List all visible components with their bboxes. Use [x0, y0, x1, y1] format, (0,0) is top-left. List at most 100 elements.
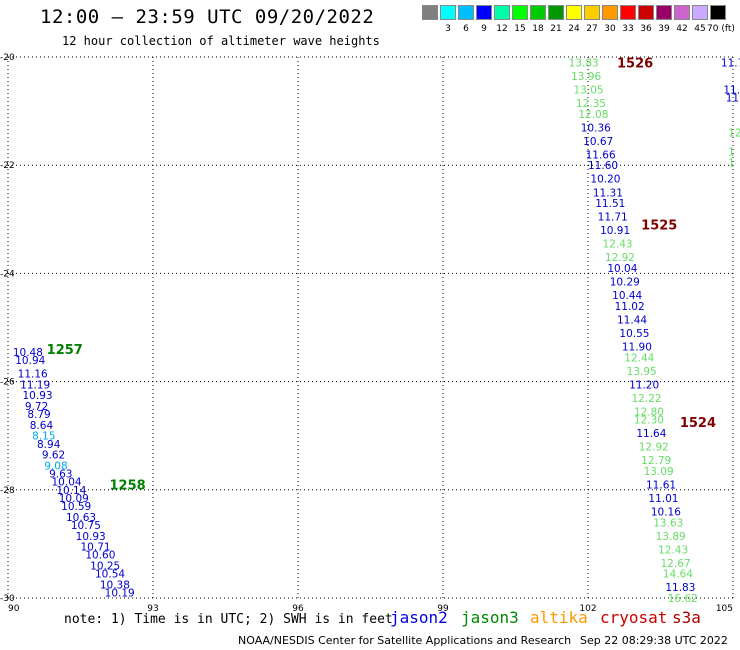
wave-height-label: 13.09	[644, 466, 674, 478]
wave-height-label: 12.44	[624, 352, 654, 364]
scale-label: 70 (ft)	[707, 24, 735, 34]
legend-s3a: s3a	[672, 608, 701, 627]
wave-height-label: 9.62	[42, 450, 65, 462]
wave-height-label: 10.04	[52, 477, 82, 489]
scale-swatch	[512, 5, 528, 20]
wave-height-label: 10.71	[81, 542, 111, 554]
wave-height-label: 12.30	[634, 414, 664, 426]
pass-number-label: 1257	[47, 343, 83, 358]
wave-height-label: 11.90	[622, 341, 652, 353]
wave-height-label: 12.08	[578, 109, 608, 121]
scale-swatch	[638, 5, 654, 20]
scale-swatch	[494, 5, 510, 20]
wave-height-label: 9.08	[44, 460, 67, 472]
wave-height-label: 1	[728, 157, 735, 169]
wave-height-label: 8.64	[30, 420, 54, 432]
wave-height-label: 12.92	[639, 442, 669, 454]
wave-height-label: 11.31	[593, 187, 623, 199]
wave-height-label: 11.02	[615, 301, 645, 313]
scale-label: 30	[604, 24, 616, 34]
wave-height-label: 10.59	[61, 501, 91, 513]
wave-height-label: 10.19	[105, 588, 135, 600]
wave-height-label: 13.89	[656, 531, 686, 543]
lon-tick-label: 99	[437, 604, 449, 614]
scale-swatch	[656, 5, 672, 20]
lon-tick-label: 93	[147, 604, 158, 614]
wave-height-label: 10.91	[600, 225, 630, 237]
scale-label: 18	[532, 24, 544, 34]
wave-height-label: 11.61	[646, 479, 676, 491]
wave-height-label: 10.20	[590, 174, 620, 186]
scale-swatch	[692, 5, 708, 20]
wave-height-label: 10.67	[583, 136, 613, 148]
scale-swatch	[566, 5, 582, 20]
wave-height-label: 14.64	[663, 569, 693, 581]
page-subtitle: 12 hour collection of altimeter wave hei…	[62, 34, 380, 48]
wave-height-label: 10.48	[13, 347, 43, 359]
wave-height-label: 10.14	[56, 485, 86, 497]
wave-height-label: 10.93	[23, 390, 53, 402]
wave-height-label: 10.93	[76, 531, 106, 543]
wave-height-label: 10.36	[581, 122, 611, 134]
wave-height-label: 8.79	[27, 409, 50, 421]
wave-height-label: 10.44	[612, 290, 642, 302]
legend-cryosat: cryosat	[600, 608, 668, 627]
page-title: 12:00 – 23:59 UTC 09/20/2022	[40, 6, 375, 28]
scale-swatch	[620, 5, 636, 20]
lat-tick-label: -26	[0, 378, 15, 388]
lat-tick-label: -24	[0, 269, 15, 279]
scale-label: 12	[496, 24, 508, 34]
wave-height-label: 10.29	[610, 277, 640, 289]
wave-height-label: 13.05	[574, 84, 604, 96]
scale-swatch	[602, 5, 618, 20]
scale-swatch	[710, 5, 726, 20]
wave-height-label: 10.60	[85, 550, 115, 562]
footer-note: note: 1) Time is in UTC; 2) SWH is in fe…	[64, 612, 393, 627]
scale-label: 33	[622, 24, 634, 34]
wave-height-label: 12.92	[605, 252, 635, 264]
scale-label: 36	[640, 24, 652, 34]
wave-height-label: 11.44	[617, 314, 647, 326]
wave-height-label: 11.51	[595, 198, 625, 210]
wave-height-label: 11.01	[648, 493, 678, 505]
legend-jason2: jason2	[390, 608, 448, 627]
footer-credit: NOAA/NESDIS Center for Satellite Applica…	[238, 634, 572, 647]
pass-number-label: 1258	[110, 478, 146, 493]
wave-height-label: 12.80	[634, 406, 664, 418]
pass-number-label: 1525	[641, 219, 677, 234]
legend-jason3: jason3	[461, 608, 519, 627]
wave-height-label: 10.54	[95, 569, 125, 581]
scale-swatch	[422, 5, 438, 20]
wave-height-label: 11.71	[598, 212, 628, 224]
wave-height-label: 11.20	[629, 379, 659, 391]
footer-timestamp: Sep 22 08:29:38 UTC 2022	[580, 634, 728, 647]
wave-height-label: 13.63	[653, 517, 683, 529]
lat-tick-label: -30	[0, 594, 15, 604]
wave-height-label: 11.16	[18, 368, 48, 380]
wave-height-label: 16.62	[668, 593, 698, 605]
wave-height-label: 10.63	[66, 512, 96, 524]
wave-height-label: 8.15	[32, 431, 55, 443]
lon-tick-label: 90	[8, 604, 20, 614]
pass-number-label: 1524	[680, 416, 716, 431]
scale-label: 6	[463, 24, 469, 34]
wave-height-label: 10.55	[619, 328, 649, 340]
legend-altika: altika	[530, 608, 588, 627]
lat-tick-label: -20	[0, 53, 15, 63]
scale-swatch	[440, 5, 456, 20]
wave-height-label: 11.83	[665, 582, 695, 594]
scale-swatch	[674, 5, 690, 20]
scale-swatch	[476, 5, 492, 20]
wave-height-label: 10.04	[607, 263, 637, 275]
wave-height-label: 13.96	[571, 71, 601, 83]
scale-label: 9	[481, 24, 487, 34]
wave-height-label: 9.72	[25, 401, 48, 413]
lon-tick-label: 102	[579, 604, 596, 614]
wave-height-label: 10.75	[71, 520, 101, 532]
scale-label: 45	[694, 24, 706, 34]
wave-height-label: 1	[728, 147, 735, 159]
scale-label: 15	[514, 24, 526, 34]
scale-label: 39	[658, 24, 670, 34]
wave-height-label: 11	[726, 93, 739, 105]
